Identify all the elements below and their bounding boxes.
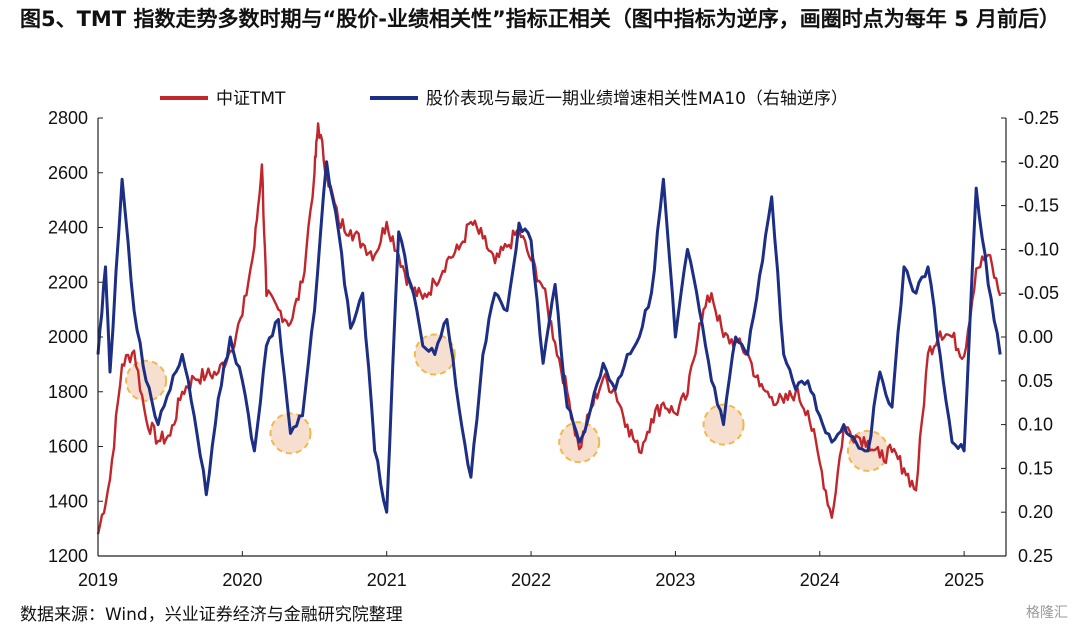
right-tick-label: 0.25: [1018, 546, 1053, 566]
x-tick-label: 2024: [800, 570, 840, 590]
legend-label: 股价表现与最近一期业绩增速相关性MA10（右轴逆序）: [426, 89, 848, 109]
right-tick-label: 0.05: [1018, 371, 1053, 391]
left-tick-label: 1800: [48, 382, 88, 402]
series-line-correlation: [96, 160, 1002, 514]
left-tick-label: 2000: [48, 327, 88, 347]
left-tick-label: 2200: [48, 272, 88, 292]
right-tick-label: 0.15: [1018, 458, 1053, 478]
left-tick-label: 1600: [48, 437, 88, 457]
x-tick-label: 2020: [222, 570, 262, 590]
left-tick-label: 1200: [48, 546, 88, 566]
series-lines: [96, 122, 1002, 535]
legend: 中证TMT 股价表现与最近一期业绩增速相关性MA10（右轴逆序）: [160, 89, 848, 109]
left-tick-label: 1400: [48, 491, 88, 511]
right-tick-label: -0.20: [1018, 152, 1059, 172]
legend-label: 中证TMT: [216, 89, 286, 109]
right-tick-label: 0.20: [1018, 502, 1053, 522]
right-tick-label: -0.10: [1018, 239, 1059, 259]
right-tick-label: -0.15: [1018, 196, 1059, 216]
chart-title: 图5、TMT 指数走势多数时期与“股价-业绩相关性”指标正相关（图中指标为逆序，…: [20, 7, 1061, 31]
x-tick-label: 2023: [655, 570, 695, 590]
watermark: 格隆汇: [1026, 605, 1068, 621]
right-tick-label: 0.10: [1018, 415, 1053, 435]
left-tick-label: 2400: [48, 218, 88, 238]
right-tick-label: -0.05: [1018, 283, 1059, 303]
x-tick-label: 2019: [78, 570, 118, 590]
left-tick-label: 2600: [48, 163, 88, 183]
x-tick-label: 2021: [367, 570, 407, 590]
right-tick-label: 0.00: [1018, 327, 1053, 347]
left-tick-label: 2800: [48, 108, 88, 128]
x-tick-label: 2025: [944, 570, 984, 590]
axes: 2019 2020 2021 2022 2023 2024 2025 1200 1400 1600…: [48, 108, 1059, 590]
source-note: 数据来源：Wind，兴业证券经济与金融研究院整理: [20, 605, 403, 625]
x-tick-label: 2022: [511, 570, 551, 590]
right-tick-label: -0.25: [1018, 108, 1059, 128]
